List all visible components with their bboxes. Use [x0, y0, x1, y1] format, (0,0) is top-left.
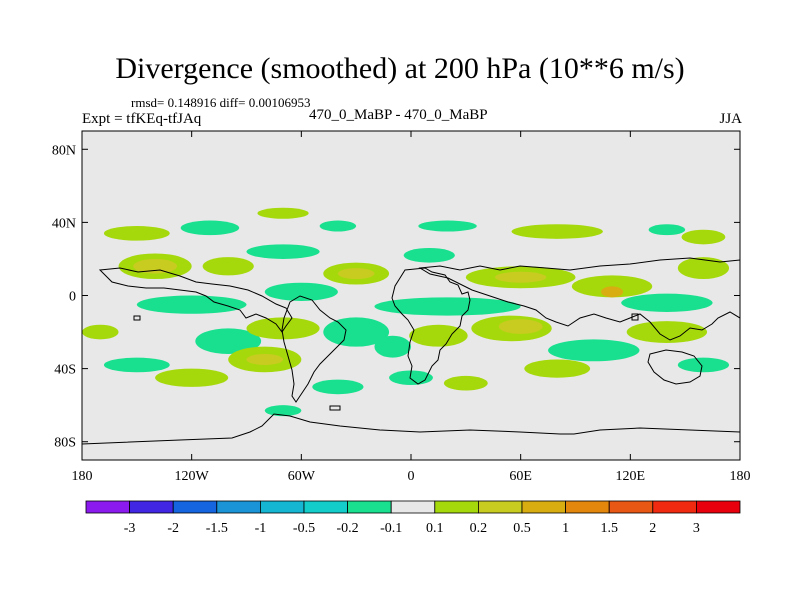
anomaly-region-26: [323, 317, 390, 347]
anomaly-region-37: [246, 353, 284, 365]
colorbar-label-11: 1.5: [600, 521, 618, 536]
x-tick-label-5: 120E: [616, 469, 646, 484]
anomaly-region-21: [264, 282, 338, 301]
anomaly-region-31: [548, 339, 640, 362]
anomaly-region-6: [648, 224, 686, 236]
colorbar-label-7: 0.1: [426, 521, 444, 536]
colorbar-label-12: 2: [649, 521, 656, 536]
colorbar-label-3: -1: [255, 521, 267, 536]
anomaly-region-20: [136, 295, 247, 314]
antarctica-outline: [82, 413, 740, 445]
y-tick-label-0: 80N: [52, 143, 76, 158]
anomaly-region-14: [403, 247, 455, 263]
divergence-field: [82, 207, 730, 417]
colorbar-label-13: 3: [693, 521, 700, 536]
x-tick-label-4: 60E: [509, 469, 532, 484]
map-title: Divergence (smoothed) at 200 hPa (10**6 …: [115, 52, 685, 85]
colorbar-box-7: [390, 500, 436, 514]
anomaly-region-23: [621, 293, 713, 312]
anomaly-region-34: [103, 357, 170, 373]
colorbar: -3 -2 -1.5 -1 -0.5 -0.2 -0.1 0.1 0.2 0.5 1 1.5 2 3: [85, 500, 741, 536]
colorbar-box-8: [434, 500, 479, 514]
colorbar-box-3: [216, 500, 261, 514]
anomaly-region-1: [180, 220, 240, 236]
colorbar-box-11: [565, 500, 610, 514]
island-3: [631, 313, 639, 321]
anomaly-region-2: [257, 207, 309, 219]
colorbar-box-1: [129, 500, 174, 514]
colorbar-box-6: [347, 500, 392, 514]
colorbar-box-9: [477, 500, 523, 514]
anomaly-region-19: [677, 257, 730, 280]
colorbar-label-0: -3: [124, 521, 136, 536]
colorbar-box-4: [259, 500, 305, 514]
colorbar-label-10: 1: [562, 521, 569, 536]
australia-outline: [647, 349, 703, 385]
anomaly-region-32: [626, 321, 708, 344]
experiment-label: Expt = tfKEq-tfJAq: [82, 111, 202, 127]
season-label: JJA: [719, 111, 742, 127]
y-tick-label-1: 40N: [52, 216, 76, 231]
colorbar-label-8: 0.2: [470, 521, 488, 536]
colorbar-box-12: [608, 500, 654, 514]
colorbar-box-5: [303, 500, 348, 514]
anomaly-region-5: [511, 224, 603, 239]
eurasia-outline: [418, 257, 740, 341]
colorbar-label-6: -0.1: [380, 521, 402, 536]
africa-outline: [391, 267, 471, 385]
colorbar-label-2: -1.5: [206, 521, 228, 536]
x-tick-label-3: 0: [408, 469, 415, 484]
anomaly-region-22: [374, 297, 521, 316]
colorbar-box-14: [696, 500, 741, 514]
anomaly-region-27: [374, 335, 411, 358]
south-america-outline: [281, 295, 347, 403]
anomaly-region-25: [246, 317, 320, 340]
anomaly-region-35: [155, 368, 229, 387]
anomaly-region-10: [202, 257, 254, 276]
colorbar-box-0: [85, 500, 130, 514]
anomaly-region-13: [337, 268, 375, 280]
y-tick-label-4: 80S: [54, 436, 76, 451]
colorbar-box-13: [652, 500, 697, 514]
anomaly-region-9: [133, 258, 178, 274]
y-tick-label-3: 40S: [54, 363, 76, 378]
anomaly-region-33: [677, 357, 730, 373]
map-axes: 180 120W 60W 0 60E 120E 180 80N 40N 0 40S 80S: [52, 131, 751, 484]
anomaly-region-42: [264, 405, 302, 417]
anomaly-region-17: [571, 275, 653, 298]
anomaly-region-38: [312, 379, 364, 395]
anomaly-region-0: [103, 226, 170, 241]
anomaly-region-40: [443, 375, 488, 391]
x-tick-label-2: 60W: [288, 469, 316, 484]
anomaly-region-24: [195, 328, 262, 354]
colorbar-label-1: -2: [167, 521, 179, 536]
case-label: 470_0_MaBP - 470_0_MaBP: [309, 107, 488, 123]
colorbar-label-4: -0.5: [293, 521, 315, 536]
x-tick-label-6: 180: [730, 469, 751, 484]
island-2: [329, 405, 341, 411]
anomaly-region-28: [409, 324, 468, 347]
colorbar-box-10: [521, 500, 566, 514]
y-tick-label-2: 0: [69, 290, 76, 305]
anomaly-region-41: [524, 359, 591, 378]
anomaly-region-4: [418, 220, 477, 232]
anomaly-region-30: [498, 319, 543, 334]
continent-outlines: [82, 257, 740, 445]
anomaly-region-3: [319, 220, 357, 232]
x-tick-label-1: 120W: [175, 469, 210, 484]
north-america-outline: [98, 267, 293, 333]
colorbar-label-5: -0.2: [337, 521, 359, 536]
x-tick-label-0: 180: [72, 469, 93, 484]
stats-line: rmsd= 0.148916 diff= 0.00106953: [131, 95, 311, 110]
anomaly-region-43: [82, 324, 119, 340]
anomaly-region-11: [246, 244, 320, 259]
anomaly-region-18: [601, 286, 624, 298]
island-1: [133, 315, 141, 321]
anomaly-region-7: [681, 229, 726, 245]
colorbar-label-9: 0.5: [513, 521, 531, 536]
anomaly-region-16: [495, 271, 547, 283]
colorbar-box-2: [172, 500, 218, 514]
